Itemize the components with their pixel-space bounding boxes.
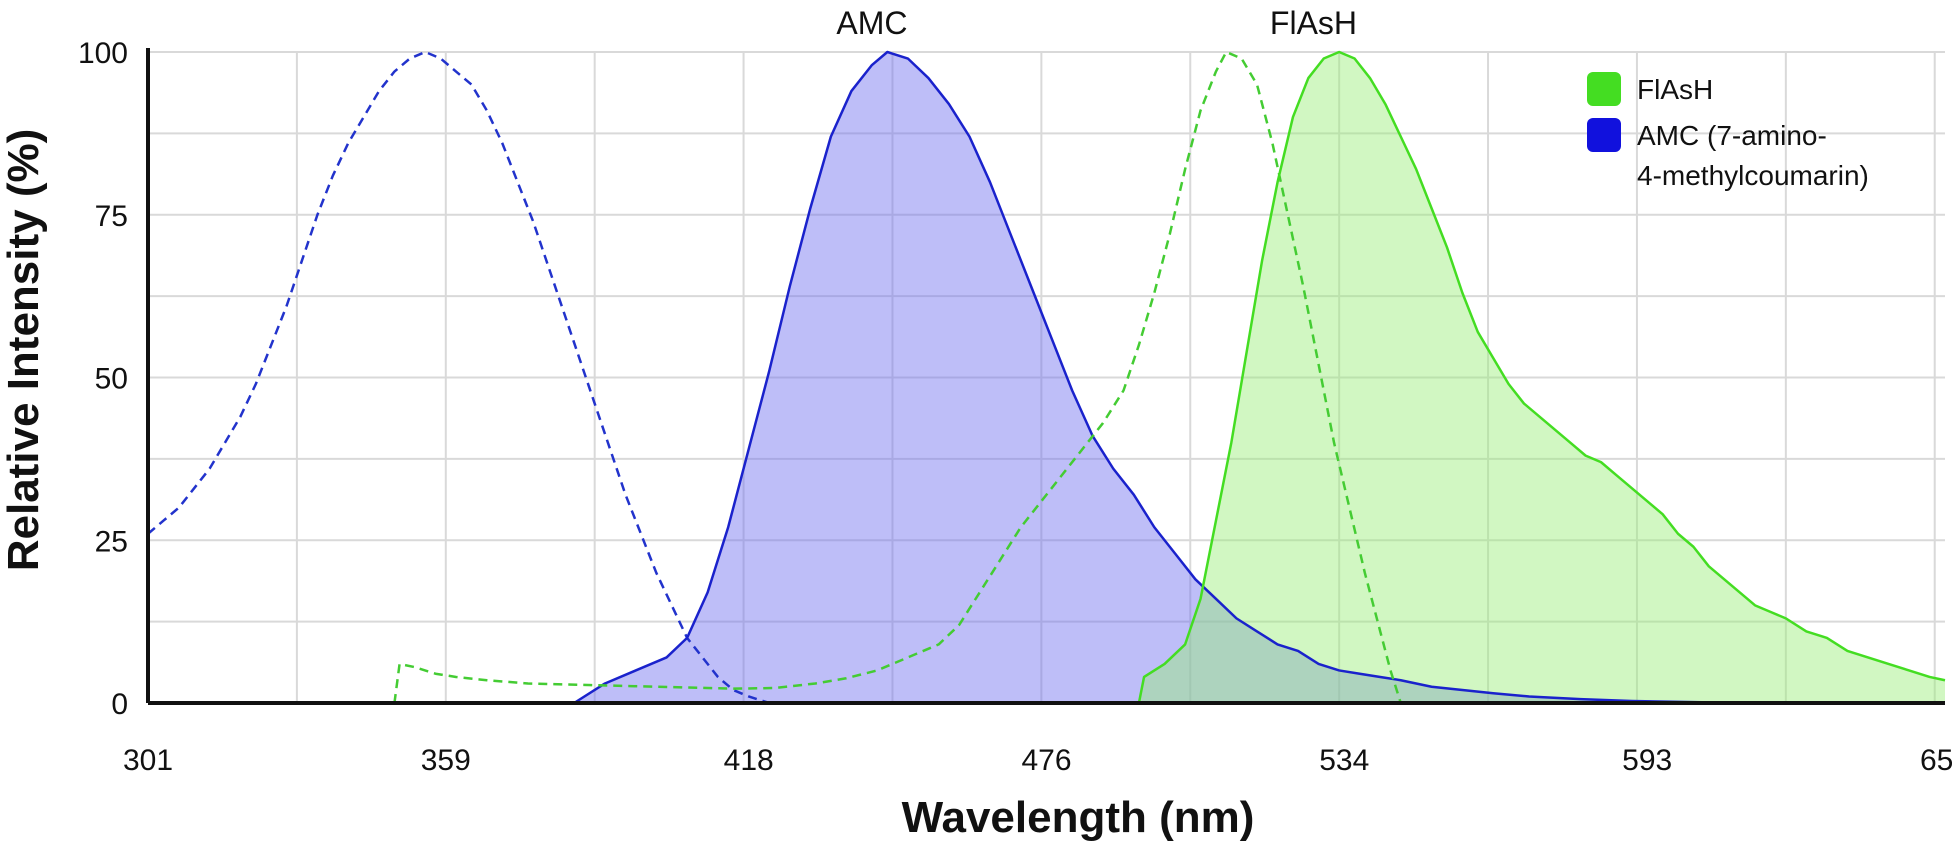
legend-label-line: AMC (7-amino- (1637, 120, 1827, 151)
axes (146, 48, 1945, 705)
peak-label: FlAsH (1270, 5, 1357, 41)
y-tick-label: 75 (95, 200, 128, 233)
y-axis-title: Relative Intensity (%) (0, 129, 48, 572)
flash-emission-area (1138, 52, 1945, 703)
amc-emission-area (574, 52, 1786, 703)
tick-labels: 301 359 418 476 534 593 651 0 25 50 75 100 (78, 37, 1952, 777)
x-tick-label: 651 (1920, 744, 1952, 777)
peak-label: AMC (836, 5, 907, 41)
y-tick-label: 50 (95, 363, 128, 396)
x-tick-label: 593 (1622, 744, 1672, 777)
flash-excitation-line (393, 50, 1402, 704)
x-tick-label: 418 (724, 744, 774, 777)
x-tick-label: 534 (1319, 744, 1369, 777)
peak-annotations: AMC FlAsH (836, 5, 1357, 41)
legend: FlAsH AMC (7-amino- 4-methylcoumarin) (1587, 72, 1869, 191)
emission-fills (574, 52, 1945, 703)
y-tick-label: 0 (111, 688, 128, 721)
spectrum-lines (147, 50, 1946, 705)
x-axis-title: Wavelength (nm) (902, 793, 1255, 842)
legend-label-line: FlAsH (1637, 74, 1713, 105)
amc-emission-line (573, 50, 1786, 705)
flash-emission-line (1137, 50, 1946, 704)
grid-lines (147, 51, 1945, 704)
x-tick-label: 476 (1021, 744, 1071, 777)
amc-excitation-line (147, 50, 770, 705)
x-tick-label: 301 (123, 744, 173, 777)
legend-swatch (1587, 118, 1621, 152)
y-tick-label: 100 (78, 37, 128, 70)
x-tick-label: 359 (421, 744, 471, 777)
legend-label: FlAsH (1637, 74, 1713, 105)
legend-swatch (1587, 72, 1621, 106)
y-tick-label: 25 (95, 525, 128, 558)
legend-label-line: 4-methylcoumarin) (1637, 160, 1869, 191)
legend-label: AMC (7-amino- 4-methylcoumarin) (1637, 120, 1869, 191)
